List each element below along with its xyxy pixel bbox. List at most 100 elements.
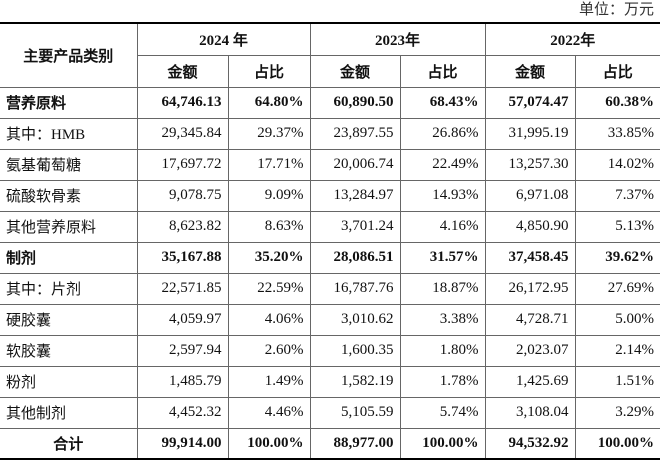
value-cell: 13,284.97 xyxy=(309,179,401,212)
year-header: 2024 年 xyxy=(136,22,311,56)
sub-header: 占比 xyxy=(399,54,486,88)
value-cell: 5.00% xyxy=(574,303,660,336)
value-cell: 1,582.19 xyxy=(309,365,401,398)
value-cell: 14.02% xyxy=(574,148,660,181)
category-cell: 其他营养原料 xyxy=(0,210,138,243)
value-cell: 1,485.79 xyxy=(136,365,229,398)
value-cell: 100.00% xyxy=(227,427,311,460)
year-header: 2022年 xyxy=(484,22,660,56)
value-cell: 22.49% xyxy=(399,148,486,181)
value-cell: 16,787.76 xyxy=(309,272,401,305)
value-cell: 2.60% xyxy=(227,334,311,367)
value-cell: 1.78% xyxy=(399,365,486,398)
value-cell: 1.51% xyxy=(574,365,660,398)
value-cell: 64,746.13 xyxy=(136,86,229,119)
value-cell: 35,167.88 xyxy=(136,241,229,274)
value-cell: 29,345.84 xyxy=(136,117,229,150)
value-cell: 4,452.32 xyxy=(136,396,229,429)
value-cell: 4,850.90 xyxy=(484,210,576,243)
value-cell: 31,995.19 xyxy=(484,117,576,150)
value-cell: 8.63% xyxy=(227,210,311,243)
table-row: 粉剂 1,485.79 1.49% 1,582.19 1.78% 1,425.69 1.51… xyxy=(0,365,660,398)
table-row: 氨基葡萄糖 17,697.72 17.71% 20,006.74 22.49% 13,25… xyxy=(0,148,660,181)
product-table: 主要产品类别 2024 年 2023年 2022年 金额 占比 金额 占比 金额 占比 营养原料… xyxy=(0,22,660,460)
value-cell: 7.37% xyxy=(574,179,660,212)
value-cell: 57,074.47 xyxy=(484,86,576,119)
category-cell: 粉剂 xyxy=(0,365,138,398)
value-cell: 4.06% xyxy=(227,303,311,336)
sub-header: 占比 xyxy=(574,54,660,88)
value-cell: 17,697.72 xyxy=(136,148,229,181)
value-cell: 27.69% xyxy=(574,272,660,305)
value-cell: 22,571.85 xyxy=(136,272,229,305)
value-cell: 9,078.75 xyxy=(136,179,229,212)
table-row: 其中：HMB 29,345.84 29.37% 23,897.55 26.86% 31,9… xyxy=(0,117,660,150)
value-cell: 35.20% xyxy=(227,241,311,274)
category-header: 主要产品类别 xyxy=(0,22,138,88)
value-cell: 68.43% xyxy=(399,86,486,119)
value-cell: 6,971.08 xyxy=(484,179,576,212)
unit-note: 单位：万元 xyxy=(578,2,654,18)
category-cell: 硬胶囊 xyxy=(0,303,138,336)
table-row: 制剂 35,167.88 35.20% 28,086.51 31.57% 37,458.4… xyxy=(0,241,660,274)
category-cell: 合计 xyxy=(0,427,138,460)
table-row: 软胶囊 2,597.94 2.60% 1,600.35 1.80% 2,023.07 2.1… xyxy=(0,334,660,367)
value-cell: 2,023.07 xyxy=(484,334,576,367)
value-cell: 99,914.00 xyxy=(136,427,229,460)
category-cell: 制剂 xyxy=(0,241,138,274)
table-head: 主要产品类别 2024 年 2023年 2022年 金额 占比 金额 占比 金额 占比 xyxy=(0,22,660,88)
category-cell: 其中：HMB xyxy=(0,117,138,150)
value-cell: 1,425.69 xyxy=(484,365,576,398)
value-cell: 3,108.04 xyxy=(484,396,576,429)
value-cell: 1.80% xyxy=(399,334,486,367)
header-row: 主要产品类别 2024 年 2023年 2022年 xyxy=(0,22,660,88)
value-cell: 5.74% xyxy=(399,396,486,429)
value-cell: 3.38% xyxy=(399,303,486,336)
value-cell: 22.59% xyxy=(227,272,311,305)
value-cell: 5.13% xyxy=(574,210,660,243)
value-cell: 39.62% xyxy=(574,241,660,274)
table-row: 其中：片剂 22,571.85 22.59% 16,787.76 18.87% 26,17… xyxy=(0,272,660,305)
year-header: 2023年 xyxy=(309,22,486,56)
value-cell: 1,600.35 xyxy=(309,334,401,367)
category-cell: 氨基葡萄糖 xyxy=(0,148,138,181)
value-cell: 1.49% xyxy=(227,365,311,398)
table-row: 硫酸软骨素 9,078.75 9.09% 13,284.97 14.93% 6,971.0… xyxy=(0,179,660,212)
value-cell: 37,458.45 xyxy=(484,241,576,274)
value-cell: 88,977.00 xyxy=(309,427,401,460)
value-cell: 29.37% xyxy=(227,117,311,150)
value-cell: 31.57% xyxy=(399,241,486,274)
value-cell: 3.29% xyxy=(574,396,660,429)
sub-header: 占比 xyxy=(227,54,311,88)
table-row: 硬胶囊 4,059.97 4.06% 3,010.62 3.38% 4,728.71 5.0… xyxy=(0,303,660,336)
value-cell: 26,172.95 xyxy=(484,272,576,305)
category-cell: 营养原料 xyxy=(0,86,138,119)
category-cell: 软胶囊 xyxy=(0,334,138,367)
value-cell: 23,897.55 xyxy=(309,117,401,150)
value-cell: 5,105.59 xyxy=(309,396,401,429)
value-cell: 9.09% xyxy=(227,179,311,212)
category-cell: 其他制剂 xyxy=(0,396,138,429)
value-cell: 33.85% xyxy=(574,117,660,150)
value-cell: 20,006.74 xyxy=(309,148,401,181)
sub-header: 金额 xyxy=(484,54,576,88)
value-cell: 18.87% xyxy=(399,272,486,305)
value-cell: 2.14% xyxy=(574,334,660,367)
sub-header: 金额 xyxy=(137,54,229,88)
table-row: 其他营养原料 8,623.82 8.63% 3,701.24 4.16% 4,850.90… xyxy=(0,210,660,243)
value-cell: 94,532.92 xyxy=(484,427,576,460)
value-cell: 60.38% xyxy=(574,86,660,119)
value-cell: 13,257.30 xyxy=(484,148,576,181)
value-cell: 14.93% xyxy=(399,179,486,212)
table-row: 营养原料 64,746.13 64.80% 60,890.50 68.43% 57,074… xyxy=(0,86,660,119)
table-row: 合计 99,914.00 100.00% 88,977.00 100.00% 94,532… xyxy=(0,427,660,460)
value-cell: 4.16% xyxy=(399,210,486,243)
value-cell: 28,086.51 xyxy=(309,241,401,274)
value-cell: 4,728.71 xyxy=(484,303,576,336)
value-cell: 3,701.24 xyxy=(309,210,401,243)
value-cell: 4,059.97 xyxy=(136,303,229,336)
value-cell: 60,890.50 xyxy=(309,86,401,119)
category-cell: 其中：片剂 xyxy=(0,272,138,305)
table-row: 其他制剂 4,452.32 4.46% 5,105.59 5.74% 3,108.04 3.… xyxy=(0,396,660,429)
value-cell: 26.86% xyxy=(399,117,486,150)
